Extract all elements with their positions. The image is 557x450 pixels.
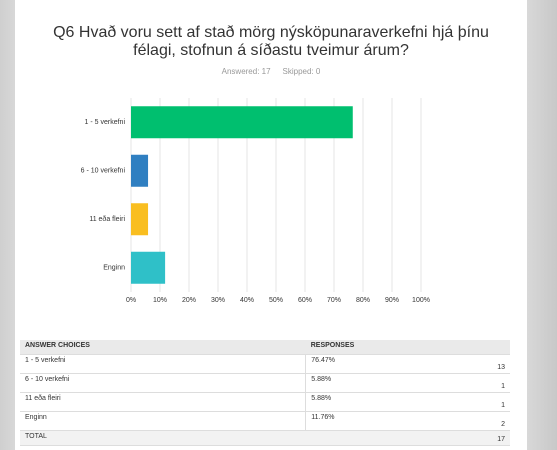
- x-tick-label: 70%: [327, 297, 341, 304]
- category-label: Enginn: [103, 265, 125, 272]
- table-row: 1 - 5 verkefni 76.47% 13: [20, 354, 510, 374]
- header-cell: ANSWER CHOICES: [20, 340, 306, 355]
- bar: [131, 154, 149, 187]
- bar: [131, 106, 353, 139]
- table-row: 11 eða fleiri 5.88% 1: [20, 392, 510, 412]
- table-header: ANSWER CHOICES RESPONSES: [20, 340, 510, 355]
- table-cell: 11.76%: [305, 411, 441, 431]
- question-title: Q6 Hvað voru sett af stað mörg nýsköpuna…: [53, 24, 489, 59]
- table-row: 6 - 10 verkefni 5.88% 1: [20, 373, 510, 393]
- bar: [131, 203, 149, 236]
- table-cell: 1 - 5 verkefni: [20, 354, 306, 374]
- x-tick-label: 0%: [126, 297, 136, 304]
- category-label: 1 - 5 verkefni: [85, 119, 126, 126]
- x-tick-label: 10%: [153, 297, 167, 304]
- table-cell: 2: [440, 411, 510, 431]
- category-label: 11 eða fleiri: [89, 215, 125, 223]
- skipped: Skipped: 0: [282, 67, 321, 76]
- table-row: Enginn 11.76% 2: [20, 411, 510, 431]
- table-cell: 1: [440, 373, 510, 393]
- table-cell: 5.88%: [305, 373, 441, 393]
- x-tick-label: 60%: [298, 297, 312, 304]
- response-table: ANSWER CHOICES RESPONSES 1 - 5 verkefni 76…: [20, 340, 510, 446]
- x-tick-label: 50%: [269, 297, 283, 304]
- category-label: 6 - 10 verkefni: [81, 168, 126, 175]
- meta: Answered: 17 Skipped: 0: [0, 67, 542, 76]
- total-row: TOTAL 17: [20, 430, 510, 446]
- table-cell: 11 eða fleiri: [20, 392, 306, 412]
- x-tick-label: 20%: [182, 297, 196, 304]
- empty-cell: [305, 430, 441, 446]
- x-tick-label: 100%: [412, 297, 430, 304]
- table-cell: Enginn: [20, 411, 306, 431]
- table-cell: 76.47%: [305, 354, 441, 374]
- table-cell: TOTAL: [20, 430, 306, 446]
- x-tick-label: 30%: [211, 297, 225, 304]
- answered: Answered: 17: [221, 67, 271, 76]
- bar: [131, 251, 166, 284]
- table-cell: 13: [440, 354, 510, 374]
- chart: 0% 10% 20% 30% 40% 50% 60% 70% 80% 90% 100% 1 - 5 v…: [81, 98, 430, 304]
- header-cell: RESPONSES: [305, 340, 510, 355]
- table-cell: 5.88%: [305, 392, 441, 412]
- table-cell: 17: [440, 430, 510, 446]
- x-tick-label: 40%: [240, 297, 254, 304]
- x-tick-label: 80%: [356, 297, 370, 304]
- x-tick-label: 90%: [385, 297, 399, 304]
- table-cell: 6 - 10 verkefni: [20, 373, 306, 393]
- table-cell: 1: [440, 392, 510, 412]
